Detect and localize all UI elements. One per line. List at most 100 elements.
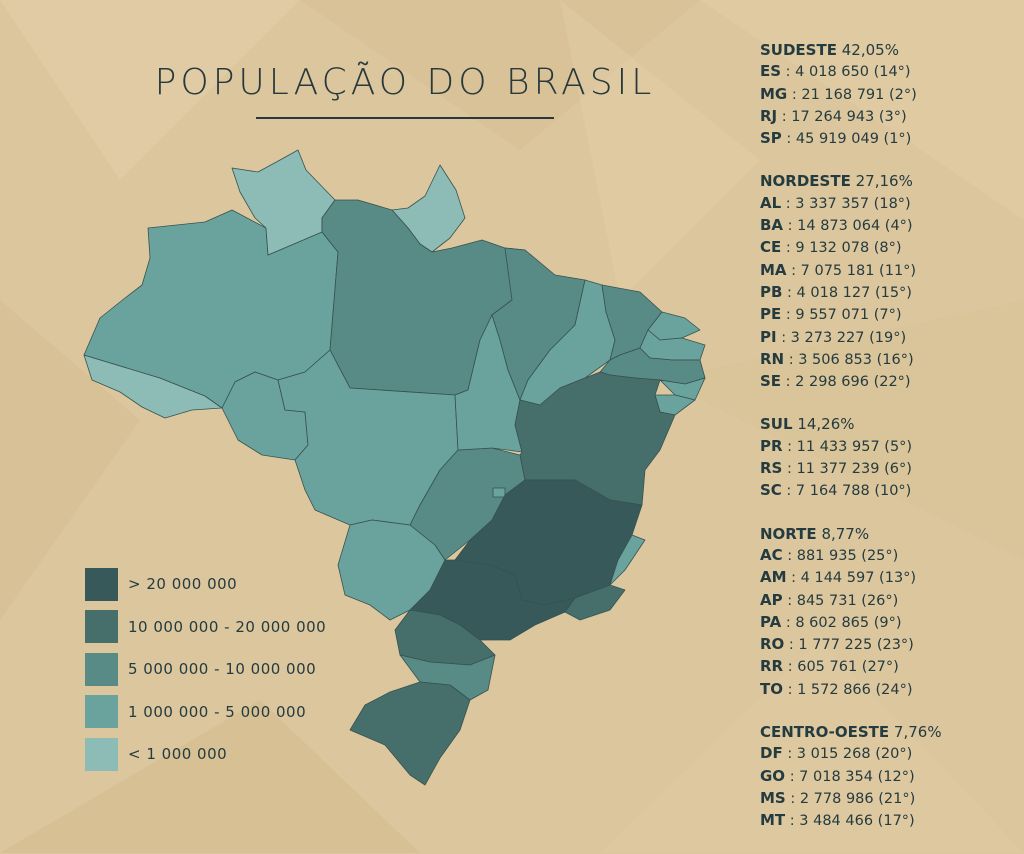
state-abbr: AL	[760, 193, 782, 212]
region-heading: SUL 14,26%	[760, 414, 1015, 435]
state-population: : 14 873 064 (4°)	[787, 218, 913, 235]
legend-label: 10 000 000 - 20 000 000	[128, 617, 327, 636]
region-percent: 14,26%	[797, 415, 855, 434]
legend-swatch	[85, 567, 118, 601]
state-stat-row: AM : 4 144 597 (13°)	[760, 567, 1015, 589]
legend-label: < 1 000 000	[128, 745, 228, 764]
legend-item: 10 000 000 - 20 000 000	[85, 606, 326, 649]
state-abbr: AC	[760, 545, 783, 564]
state-population: : 7 164 788 (10°)	[786, 483, 912, 500]
state-abbr: SP	[760, 129, 782, 148]
state-population: : 9 132 078 (8°)	[785, 240, 902, 257]
state-stat-row: RS : 11 377 239 (6°)	[760, 458, 1015, 480]
state-population: : 2 778 986 (21°)	[790, 790, 916, 807]
state-df	[492, 487, 506, 498]
state-abbr: RO	[760, 635, 785, 654]
region-name: NORTE	[760, 524, 817, 543]
state-stat-row: SC : 7 164 788 (10°)	[760, 480, 1015, 502]
title-underline	[256, 117, 554, 119]
state-population: : 1 777 225 (23°)	[788, 637, 914, 654]
state-stat-row: TO : 1 572 866 (24°)	[760, 679, 1015, 701]
state-population: : 7 075 181 (11°)	[791, 262, 917, 279]
population-stats-panel: SUDESTE 42,05% ES : 4 018 650 (14°) MG : 2…	[760, 40, 1015, 854]
state-population: : 845 731 (26°)	[787, 592, 899, 609]
state-population: : 9 557 071 (7°)	[785, 307, 902, 324]
state-abbr: MA	[760, 260, 787, 279]
legend-swatch	[85, 652, 118, 686]
state-population: : 7 018 354 (12°)	[789, 768, 915, 785]
state-stat-row: RJ : 17 264 943 (3°)	[760, 106, 1015, 128]
page-title: POPULAÇÃO DO BRASIL	[154, 62, 656, 103]
state-population: : 11 377 239 (6°)	[786, 461, 912, 478]
legend-item: < 1 000 000	[85, 733, 326, 776]
state-stat-row: BA : 14 873 064 (4°)	[760, 215, 1015, 237]
region-heading: SUDESTE 42,05%	[760, 40, 1015, 61]
state-stat-row: MT : 3 484 466 (17°)	[760, 810, 1015, 832]
region-block: NORDESTE 27,16% AL : 3 337 357 (18°) BA : …	[760, 171, 1015, 393]
legend-swatch	[85, 610, 118, 644]
state-population: : 2 298 696 (22°)	[785, 374, 911, 391]
state-al	[659, 377, 706, 401]
region-percent: 42,05%	[841, 41, 899, 59]
state-population: : 1 572 866 (24°)	[787, 681, 913, 698]
state-population: : 881 935 (25°)	[787, 547, 899, 564]
state-population: : 11 433 957 (5°)	[787, 438, 913, 455]
state-abbr: RJ	[760, 106, 778, 125]
state-stat-row: ES : 4 018 650 (14°)	[760, 61, 1015, 83]
state-abbr: CE	[760, 238, 782, 257]
legend-label: > 20 000 000	[128, 575, 238, 594]
state-abbr: TO	[760, 679, 783, 698]
map-legend: > 20 000 000 10 000 000 - 20 000 000 5 000…	[85, 563, 326, 776]
state-stat-row: RO : 1 777 225 (23°)	[760, 634, 1015, 656]
state-abbr: PB	[760, 282, 783, 301]
legend-label: 1 000 000 - 5 000 000	[128, 702, 307, 721]
state-abbr: AP	[760, 590, 783, 609]
state-population: : 17 264 943 (3°)	[781, 108, 907, 125]
region-name: CENTRO-OESTE	[760, 723, 890, 742]
state-stat-row: DF : 3 015 268 (20°)	[760, 743, 1015, 765]
state-abbr: DF	[760, 744, 783, 763]
state-population: : 21 168 791 (2°)	[791, 86, 917, 103]
region-percent: 7,76%	[893, 723, 942, 742]
legend-item: > 20 000 000	[85, 563, 326, 606]
state-stat-row: PE : 9 557 071 (7°)	[760, 304, 1015, 326]
state-es	[609, 534, 646, 586]
state-population: : 45 919 049 (1°)	[786, 131, 912, 148]
state-stat-row: SP : 45 919 049 (1°)	[760, 128, 1015, 150]
region-block: CENTRO-OESTE 7,76% DF : 3 015 268 (20°) GO…	[760, 722, 1015, 832]
state-abbr: PI	[760, 327, 777, 346]
state-stat-row: MS : 2 778 986 (21°)	[760, 788, 1015, 810]
region-percent: 8,77%	[821, 524, 870, 543]
legend-label: 5 000 000 - 10 000 000	[128, 660, 317, 679]
legend-item: 5 000 000 - 10 000 000	[85, 648, 326, 691]
legend-swatch	[85, 737, 118, 771]
state-stat-row: AC : 881 935 (25°)	[760, 545, 1015, 567]
region-block: SUDESTE 42,05% ES : 4 018 650 (14°) MG : 2…	[760, 40, 1015, 150]
state-abbr: AM	[760, 568, 787, 587]
state-stat-row: AP : 845 731 (26°)	[760, 590, 1015, 612]
state-stat-row: RN : 3 506 853 (16°)	[760, 349, 1015, 371]
state-abbr: GO	[760, 766, 786, 785]
state-abbr: RS	[760, 459, 783, 478]
state-stat-row: AL : 3 337 357 (18°)	[760, 193, 1015, 215]
state-stat-row: CE : 9 132 078 (8°)	[760, 237, 1015, 259]
state-abbr: RR	[760, 657, 784, 676]
state-abbr: MT	[760, 811, 786, 830]
state-stat-row: MG : 21 168 791 (2°)	[760, 84, 1015, 106]
state-population: : 3 506 853 (16°)	[788, 351, 914, 368]
legend-item: 1 000 000 - 5 000 000	[85, 691, 326, 734]
region-name: SUDESTE	[760, 41, 837, 59]
region-heading: NORTE 8,77%	[760, 524, 1015, 545]
state-abbr: SE	[760, 372, 782, 391]
state-abbr: PE	[760, 305, 782, 324]
state-abbr: PA	[760, 612, 782, 631]
state-population: : 3 484 466 (17°)	[789, 813, 915, 830]
region-heading: NORDESTE 27,16%	[760, 171, 1015, 192]
state-population: : 3 015 268 (20°)	[787, 746, 913, 763]
state-abbr: SC	[760, 481, 782, 500]
region-heading: CENTRO-OESTE 7,76%	[760, 722, 1015, 743]
state-abbr: MG	[760, 84, 788, 103]
state-population: : 3 337 357 (18°)	[785, 195, 911, 212]
state-population: : 605 761 (27°)	[787, 659, 899, 676]
